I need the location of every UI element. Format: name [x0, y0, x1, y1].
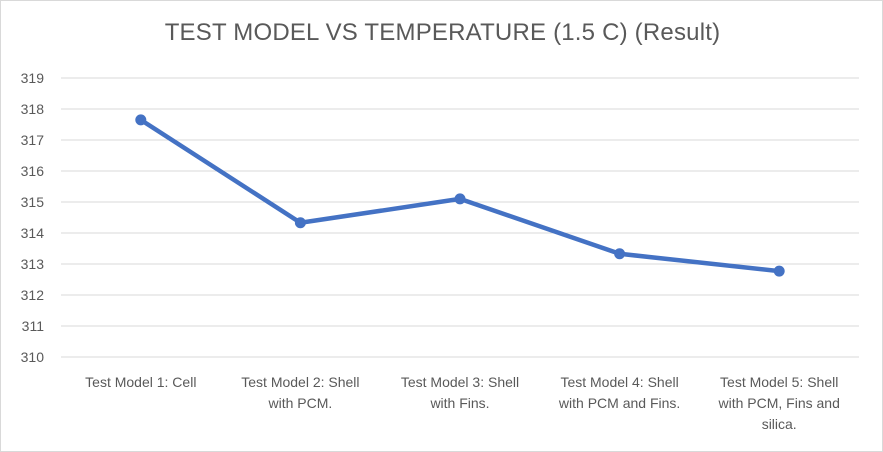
y-tick-label: 311 [22, 318, 45, 334]
data-point [773, 265, 785, 277]
x-tick-label: silica. [762, 416, 797, 432]
x-tick-label: Test Model 1: Cell [85, 374, 196, 390]
data-point [294, 217, 306, 229]
chart-title: TEST MODEL VS TEMPERATURE (1.5 C) (Resul… [164, 19, 721, 46]
y-tick-label: 315 [21, 194, 45, 210]
x-tick-label: with PCM and Fins. [558, 395, 680, 411]
data-point [454, 193, 466, 205]
data-point [135, 114, 147, 126]
x-tick-label: Test Model 3: Shell [401, 374, 519, 390]
x-tick-label: Test Model 2: Shell [241, 374, 359, 390]
y-tick-label: 310 [21, 349, 45, 365]
y-tick-label: 313 [21, 256, 45, 272]
y-tick-label: 316 [21, 163, 45, 179]
data-point [614, 248, 626, 260]
x-tick-label: with PCM, Fins and [718, 395, 840, 411]
y-tick-label: 318 [21, 101, 45, 117]
y-tick-label: 317 [21, 132, 45, 148]
x-tick-label: Test Model 4: Shell [560, 374, 678, 390]
x-tick-label: with Fins. [429, 395, 489, 411]
x-tick-label: Test Model 5: Shell [720, 374, 838, 390]
y-tick-label: 314 [21, 225, 45, 241]
x-tick-label: with PCM. [268, 395, 333, 411]
y-tick-label: 319 [21, 70, 45, 86]
y-tick-label: 312 [21, 287, 45, 303]
